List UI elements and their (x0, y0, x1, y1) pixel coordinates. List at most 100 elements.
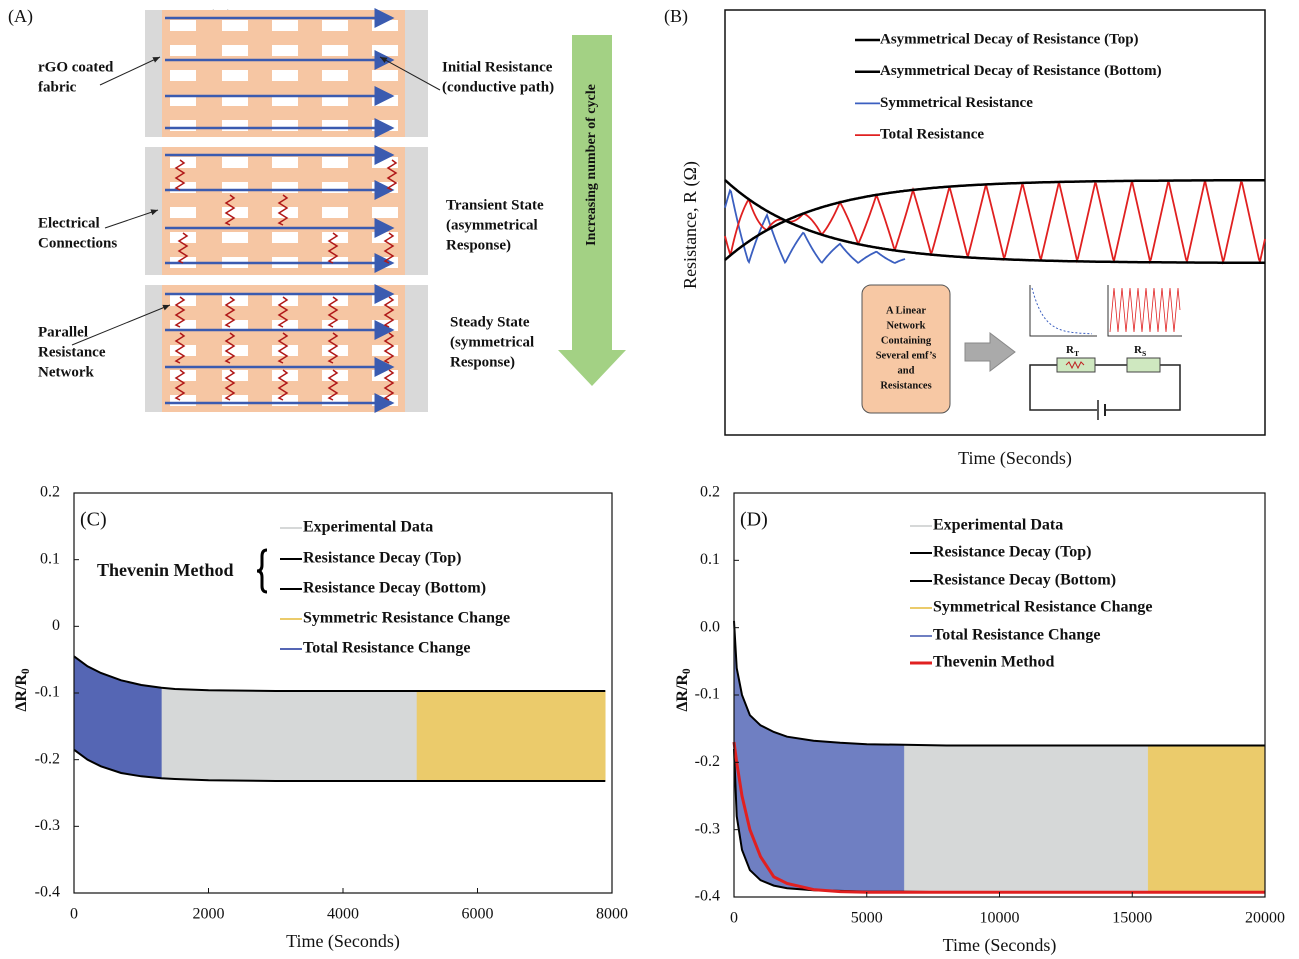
band (1148, 746, 1265, 893)
x-tick-label: 4000 (327, 906, 359, 923)
total-curve (725, 181, 1265, 262)
legend-label: Resistance Decay (Bottom) (303, 580, 486, 597)
fabric-hole (372, 370, 398, 381)
fabric-hole (170, 395, 196, 406)
x-tick-label: 10000 (980, 910, 1020, 927)
y-tick-label: -0.4 (695, 888, 720, 905)
y-tick-label: 0 (52, 617, 60, 634)
legend-label: Experimental Data (933, 517, 1063, 534)
electrode (405, 10, 428, 137)
fabric-hole (222, 20, 248, 31)
y-tick-label: -0.2 (35, 750, 60, 767)
brace (257, 550, 267, 592)
fabric-hole (170, 70, 196, 81)
y-tick-label: 0.2 (700, 484, 720, 501)
box-text: A Linear (886, 305, 926, 316)
label: (B) (664, 6, 688, 27)
electrode (145, 147, 162, 275)
panel-label: (D) (740, 509, 768, 531)
legend-label: Resistance Decay (Bottom) (933, 572, 1116, 589)
legend-label: Thevenin Method (933, 654, 1054, 671)
group-label: Thevenin Method (97, 560, 234, 580)
fabric-hole (322, 182, 348, 193)
fabric-hole (272, 20, 298, 31)
fabric-hole (272, 182, 298, 193)
legend-label: Total Resistance Change (933, 627, 1100, 644)
inset-axes (1108, 285, 1182, 336)
box-text: Containing (881, 335, 932, 346)
inset-zigzag (1110, 288, 1180, 332)
legend-label: Total Resistance Change (303, 640, 470, 657)
label-sub: 0 (681, 668, 693, 674)
axis-title: Resistance, R (Ω) (680, 161, 701, 289)
electrode (145, 285, 162, 412)
annotation: Response) (450, 354, 515, 370)
annotation: Parallel (38, 324, 88, 340)
axis-title: Time (Seconds) (286, 931, 400, 952)
fabric-hole (222, 120, 248, 131)
fabric-hole (322, 207, 348, 218)
annotation: Network (38, 364, 94, 380)
label-main: ΔR/R (13, 674, 30, 712)
fabric-hole (372, 45, 398, 56)
flow-arrow (965, 333, 1015, 371)
box-text: and (898, 365, 915, 376)
annotation: fabric (38, 79, 77, 95)
fabric-hole (372, 20, 398, 31)
fabric-hole (372, 395, 398, 406)
box-text: Several emf’s (876, 350, 937, 361)
box-text: Network (886, 320, 925, 331)
fabric-hole (170, 45, 196, 56)
network-box (862, 285, 950, 413)
electrode (405, 147, 428, 275)
annotation: rGO coated (38, 59, 114, 75)
y-tick-label: -0.3 (695, 820, 720, 837)
series-line (74, 656, 605, 691)
label-sub: S (1142, 349, 1146, 358)
fabric-hole (222, 157, 248, 168)
label: RT (1066, 344, 1080, 358)
legend-label: Symmetric Resistance Change (303, 610, 510, 627)
fabric-hole (222, 182, 248, 193)
x-tick-label: 6000 (462, 906, 494, 923)
annotation: Resistance (38, 344, 106, 360)
box-text: Resistances (880, 380, 931, 391)
fabric-hole (322, 45, 348, 56)
fabric-hole (272, 232, 298, 243)
fabric-hole (170, 120, 196, 131)
axis-title: Time (Seconds) (943, 935, 1057, 956)
annotation: Steady State (450, 314, 530, 330)
y-tick-label: -0.1 (35, 684, 60, 701)
annotation: Response) (446, 237, 511, 253)
fabric-hole (170, 207, 196, 218)
label-sub: T (1074, 349, 1080, 358)
resistor-s (1127, 358, 1160, 372)
annotation: (asymmetrical (446, 217, 538, 233)
electrode (145, 10, 162, 137)
y-tick-label: 0.2 (40, 484, 60, 501)
label: (A) (8, 6, 33, 27)
legend-label: Asymmetrical Decay of Resistance (Bottom… (880, 63, 1162, 79)
figure: (A)(A)rGO coatedfabricInitial Resistance… (0, 0, 1299, 959)
annotation: Electrical (38, 215, 100, 231)
fabric-hole (222, 70, 248, 81)
band (904, 745, 1148, 892)
fabric-hole (222, 232, 248, 243)
legend-label: Asymmetrical Decay of Resistance (Top) (880, 31, 1139, 47)
annotation: Initial Resistance (442, 59, 553, 75)
label-sub: 0 (20, 668, 32, 674)
fabric-hole (272, 70, 298, 81)
y-tick-label: -0.1 (695, 686, 720, 703)
fabric-hole (322, 395, 348, 406)
y-tick-label: 0.0 (700, 618, 720, 635)
legend-label: Total Resistance (880, 127, 984, 143)
electrode (405, 285, 428, 412)
band (161, 688, 417, 781)
annotation: Transient State (446, 197, 544, 213)
axis-title: Time (Seconds) (958, 448, 1072, 469)
fabric-hole (222, 395, 248, 406)
legend-label: Resistance Decay (Top) (303, 550, 462, 567)
fabric-hole (372, 70, 398, 81)
annotation: (symmetrical (450, 334, 534, 350)
fabric-hole (372, 120, 398, 131)
